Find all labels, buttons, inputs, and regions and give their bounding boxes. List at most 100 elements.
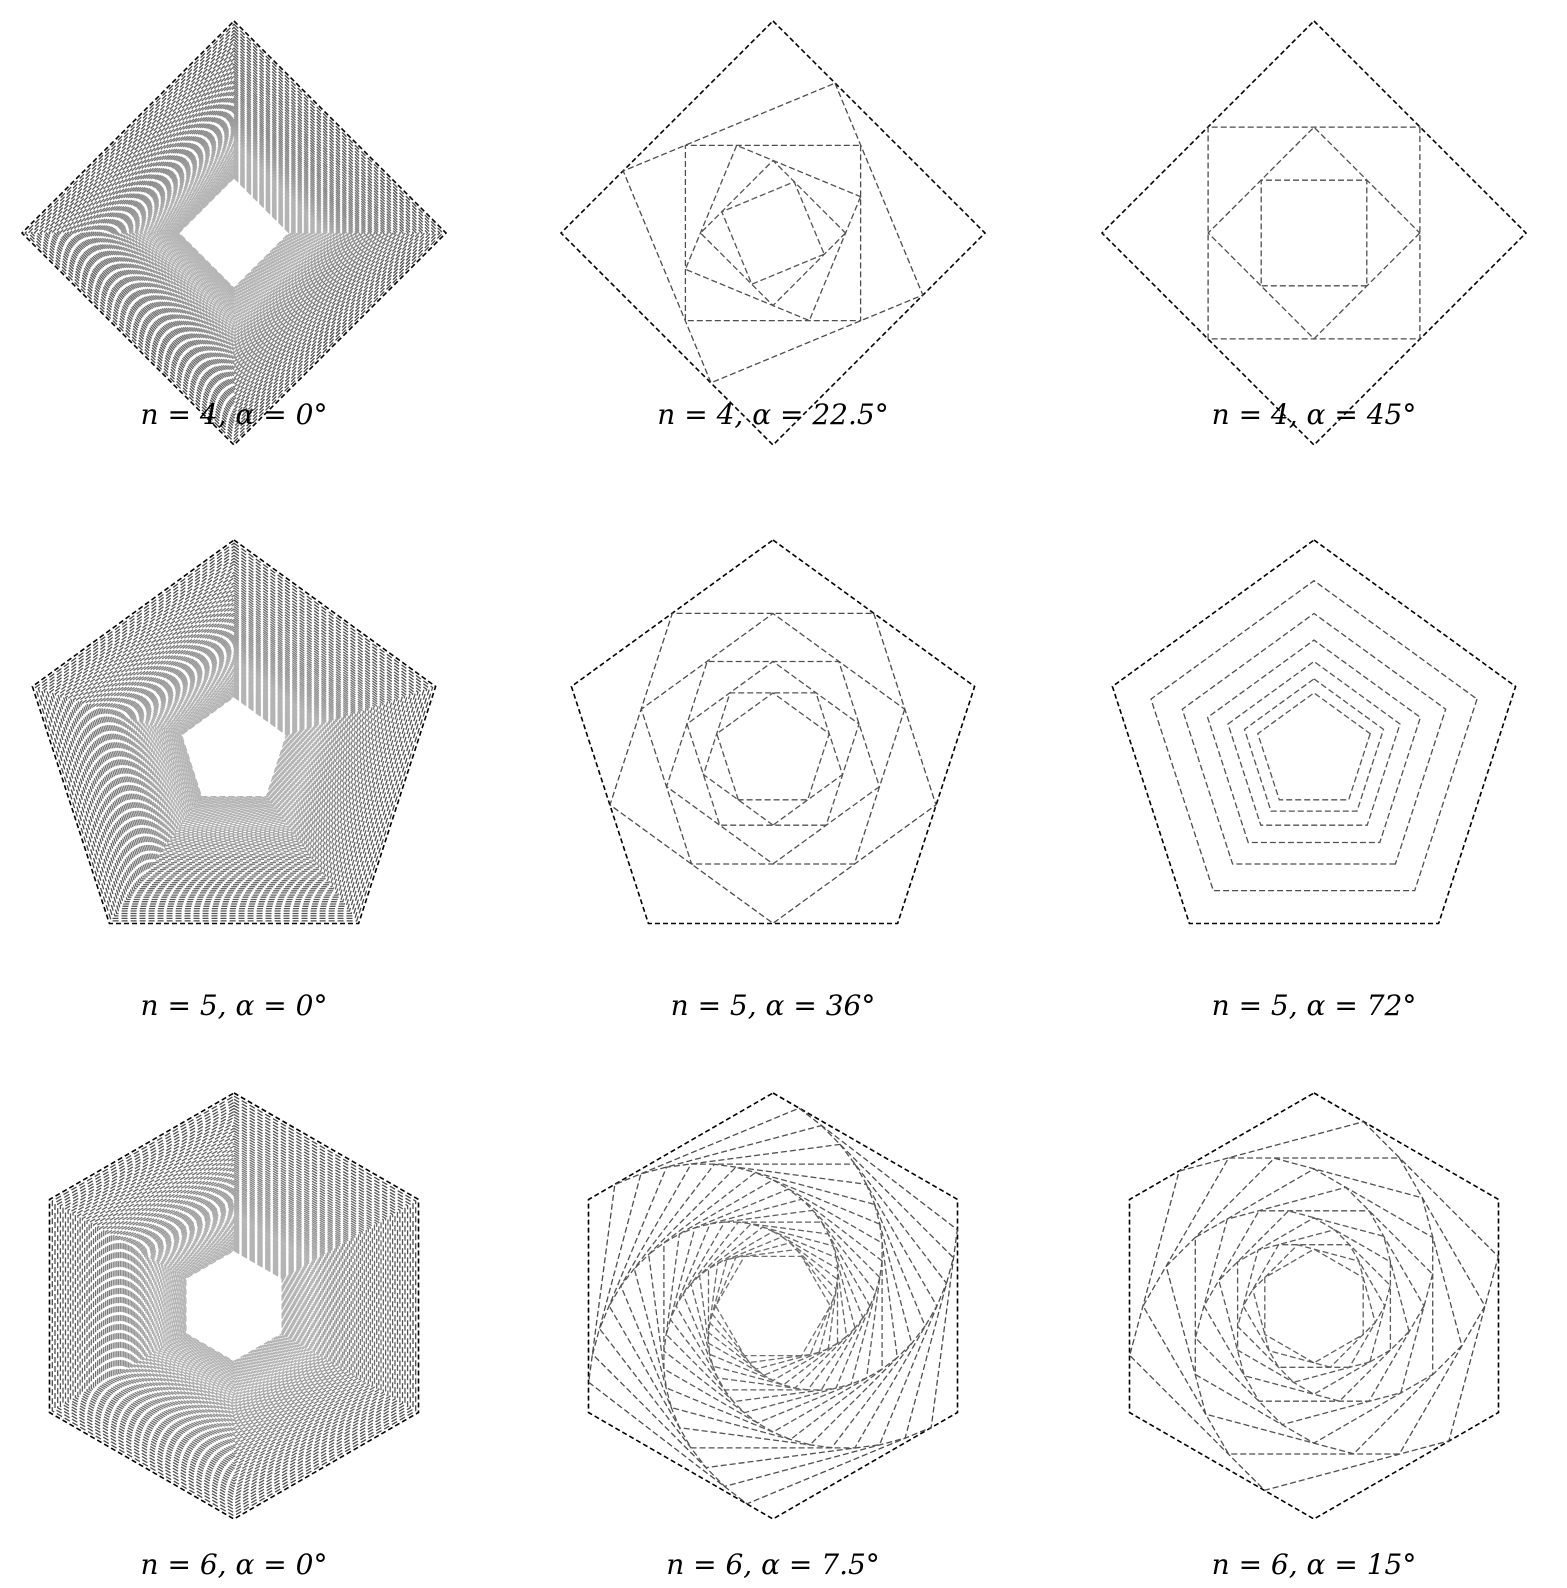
polygon-ring [103,1154,365,1458]
polygon-ring [74,1122,394,1490]
polygon-ring [149,1208,319,1404]
polygon-ring [105,616,363,862]
polygon-ring [108,620,360,859]
polygon-ring [84,594,384,880]
polygon-ring [77,587,391,886]
polygon-ring [173,1236,295,1376]
polygon-ring [158,1219,310,1393]
polygon-ring [149,148,319,318]
polygon-ring [151,665,317,822]
polygon-ring [165,1226,303,1386]
polygon-ring [146,145,322,321]
polygon-ring [153,666,315,821]
polygon-ring [179,1242,289,1370]
panels-layer [20,19,1528,1520]
polygon-ring [99,1150,369,1462]
polygon-ring [135,1192,333,1420]
polygon-ring [112,1165,356,1447]
polygon-ring [1194,1168,1434,1444]
polygon-ring [36,35,432,431]
polygon-ring [134,1190,334,1422]
polygon-ring [1142,1157,1486,1455]
panel-9 [1128,1092,1500,1520]
polygon-ring [164,1225,304,1387]
polygon-ring [128,127,340,339]
polygon-ring [24,23,444,443]
polygon-ring [72,1119,396,1493]
polygon-ring [85,84,383,382]
polygon-ring [100,99,368,367]
polygon-ring [79,1127,389,1485]
polygon-ring [64,1110,404,1502]
polygon-ring [162,676,306,814]
polygon-ring [173,687,295,804]
polygon-ring [714,1255,832,1357]
polygon-ring [123,1177,345,1435]
panel-5 [570,539,976,925]
polygon-ring [45,44,423,422]
polygon-ring [135,648,333,836]
polygon-ring [99,610,369,867]
polygon-ring [141,654,327,831]
polygon-ring [142,655,326,830]
polygon-ring [185,1249,283,1363]
polygon-ring [114,626,354,854]
polygon-ring [587,1092,959,1520]
polygon-ring [97,1147,371,1465]
polygon-ring [174,1237,294,1375]
polygon-ring [30,29,438,437]
polygon-ring [72,582,396,890]
panel-label-4: n = 5, α = 0° [141,989,328,1022]
polygon-ring [112,624,356,856]
polygon-ring [48,1092,420,1520]
panel-label-5: n = 5, α = 36° [671,989,876,1022]
polygon-ring [137,1194,331,1418]
polygon-ring [1150,579,1478,892]
polygon-ring [110,109,358,357]
polygon-ring [1264,1248,1364,1364]
polygon-ring [79,589,389,884]
polygon-ring [1227,660,1401,826]
polygon-ring [33,32,435,434]
polygon-ring [166,1227,302,1385]
polygon-ring [86,1135,382,1477]
polygon-ring [88,1138,380,1474]
polygon-ring [166,680,302,810]
polygon-ring [177,1240,291,1372]
polygon-ring [1218,1210,1410,1402]
polygon-ring [95,605,373,871]
polygon-ring [107,618,361,861]
polygon-ring [162,1223,306,1389]
polygon-ring [686,660,860,826]
polygon-ring [94,1145,374,1467]
polygon-ring [108,107,360,359]
polygon-ring [1207,126,1421,340]
polygon-ring [96,95,372,371]
polygon-ring [131,1187,337,1425]
polygon-ring [126,638,342,844]
polygon-ring [117,116,351,350]
polygon-ring [709,1242,837,1370]
polygon-ring [71,70,397,396]
polygon-ring [106,105,362,361]
polygon-ring [92,603,376,872]
polygon-ring [62,571,406,898]
polygon-ring [130,129,338,337]
polygon-ring [160,674,308,815]
polygon-ring [176,691,292,801]
polygon-ring [153,1212,315,1400]
polygon-ring [170,684,298,807]
polygon-ring [570,539,976,925]
polygon-ring [158,157,310,309]
polygon-ring [139,138,329,328]
polygon-ring [170,1232,298,1380]
polygon-ring [588,1107,958,1505]
panel-label-8: n = 6, α = 7.5° [666,1548,880,1581]
polygon-ring [113,112,355,354]
polygon-ring [57,1101,411,1511]
polygon-ring [178,1241,290,1371]
polygon-ring [94,93,374,373]
polygon-ring [150,1209,318,1403]
polygon-ring [665,660,881,865]
polygon-ring [669,1209,877,1403]
